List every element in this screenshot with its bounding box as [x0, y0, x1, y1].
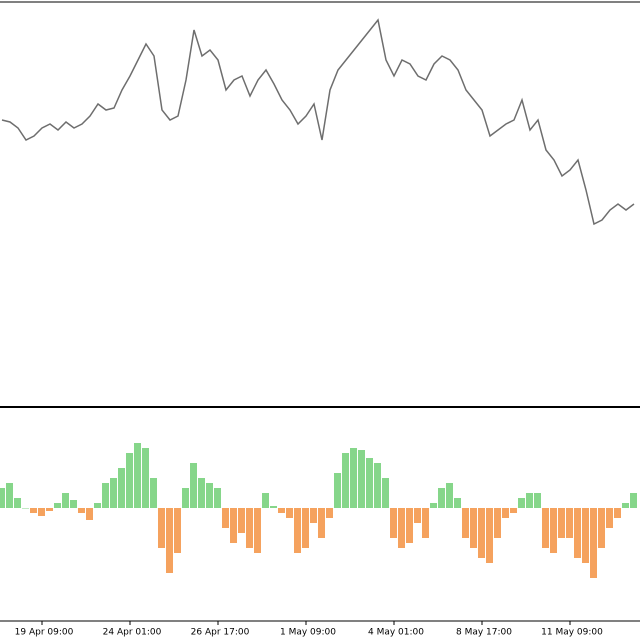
histogram-bar: [478, 508, 485, 558]
histogram-bar: [214, 488, 221, 508]
histogram-bar: [350, 448, 357, 508]
histogram-bar: [334, 473, 341, 508]
histogram-bar: [326, 508, 333, 518]
histogram-bar: [134, 443, 141, 508]
histogram-bar: [222, 508, 229, 528]
histogram-bar: [366, 458, 373, 508]
x-tick-label: 19 Apr 09:00: [15, 628, 74, 638]
histogram-bar: [62, 493, 69, 508]
histogram-bar: [0, 488, 5, 508]
histogram-bar: [398, 508, 405, 548]
x-tick-label: 11 May 09:00: [541, 628, 603, 638]
histogram-bar: [614, 508, 621, 518]
histogram-bar: [342, 453, 349, 508]
histogram-bar: [502, 508, 509, 518]
histogram-bar: [190, 463, 197, 508]
histogram-bar: [78, 508, 85, 513]
histogram-bar: [150, 478, 157, 508]
histogram-bar: [14, 498, 21, 508]
histogram-bar: [38, 508, 45, 516]
histogram-bar: [494, 508, 501, 538]
histogram-bar: [414, 508, 421, 523]
histogram-bar: [438, 488, 445, 508]
histogram-bar: [174, 508, 181, 553]
histogram-bar: [454, 498, 461, 508]
histogram-bar: [526, 493, 533, 508]
price-line: [1, 18, 635, 226]
histogram-bar: [358, 450, 365, 508]
histogram-bar: [542, 508, 549, 548]
histogram-bar: [470, 508, 477, 548]
histogram-bar: [54, 503, 61, 508]
histogram-bar: [590, 508, 597, 578]
x-tick-label: 24 Apr 01:00: [103, 628, 162, 638]
histogram-bar: [382, 478, 389, 508]
x-tick-label: 4 May 01:00: [368, 628, 424, 638]
histogram-bar: [302, 508, 309, 548]
histogram-bar: [550, 508, 557, 553]
histogram-bar: [86, 508, 93, 520]
histogram-bar: [574, 508, 581, 558]
histogram-bar: [182, 488, 189, 508]
x-tick-label: 26 Apr 17:00: [191, 628, 250, 638]
histogram-bar: [430, 503, 437, 508]
histogram-bar: [462, 508, 469, 538]
histogram-bar: [286, 508, 293, 518]
histogram-bar: [270, 506, 277, 508]
histogram-bar: [118, 468, 125, 508]
histogram-bar: [606, 508, 613, 528]
histogram-bar: [126, 453, 133, 508]
histogram-bar: [630, 493, 637, 508]
histogram-bar: [390, 508, 397, 538]
histogram-bar: [142, 448, 149, 508]
histogram-bar: [406, 508, 413, 543]
histogram-bar: [6, 483, 13, 508]
histogram-bar: [278, 508, 285, 513]
histogram-bar: [238, 508, 245, 533]
histogram-bar: [598, 508, 605, 548]
histogram-bar: [198, 478, 205, 508]
histogram-bar: [70, 500, 77, 508]
histogram-bar: [158, 508, 165, 548]
x-tick-label: 8 May 17:00: [456, 628, 512, 638]
histogram-bar: [486, 508, 493, 563]
histogram-bar: [446, 483, 453, 508]
x-tick-label: 1 May 09:00: [280, 628, 336, 638]
histogram-bar: [22, 508, 29, 509]
histogram-bar: [246, 508, 253, 548]
histogram-bar: [566, 508, 573, 538]
histogram-bar: [262, 493, 269, 508]
histogram-bar: [30, 508, 37, 513]
histogram-bar: [94, 503, 101, 508]
histogram-bar: [374, 463, 381, 508]
histogram-bar: [206, 483, 213, 508]
histogram-bar: [558, 508, 565, 538]
histogram-bar: [622, 503, 629, 508]
histogram-bar: [310, 508, 317, 523]
histogram-bar: [582, 508, 589, 563]
histogram-bar: [510, 508, 517, 513]
histogram-bar: [46, 508, 53, 511]
histogram-bar: [294, 508, 301, 553]
histogram-bar: [254, 508, 261, 553]
histogram-bar: [166, 508, 173, 573]
histogram-bar: [534, 493, 541, 508]
histogram-bar: [422, 508, 429, 538]
histogram-bar: [518, 498, 525, 508]
histogram-bar: [230, 508, 237, 543]
histogram-bar: [110, 478, 117, 508]
histogram-bar: [318, 508, 325, 538]
histogram-bar: [102, 483, 109, 508]
